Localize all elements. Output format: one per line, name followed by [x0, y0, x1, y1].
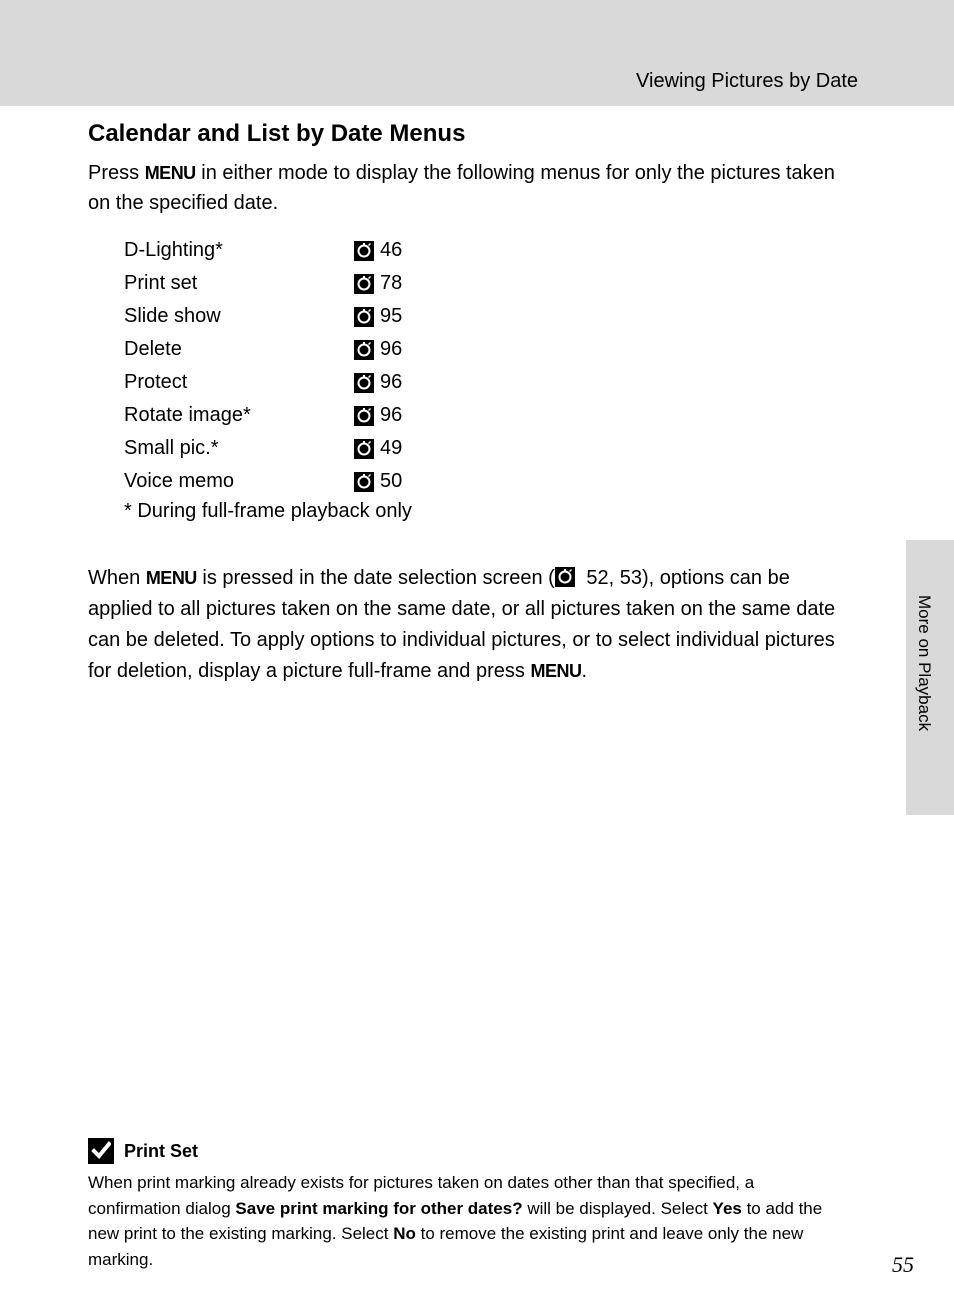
menu-item-page: 96 — [380, 333, 402, 366]
page-ref-icon — [354, 406, 374, 426]
menu-item-label: Small pic.* — [124, 432, 354, 465]
menu-row: Rotate image* 96 — [124, 399, 853, 432]
menu-item-label: Delete — [124, 333, 354, 366]
paragraph-2: When MENU is pressed in the date selecti… — [88, 563, 853, 687]
menu-word: MENU — [145, 163, 196, 183]
intro-pre: Press — [88, 162, 145, 184]
note-header: Print Set — [88, 1138, 848, 1164]
page-number: 55 — [892, 1252, 914, 1278]
menu-option-list: D-Lighting* 46 Print set 78 Slide show 9… — [124, 234, 853, 498]
menu-item-label: Print set — [124, 267, 354, 300]
menu-item-label: D-Lighting* — [124, 234, 354, 267]
page-ref-icon — [354, 439, 374, 459]
menu-row: Slide show 95 — [124, 300, 853, 333]
checkbox-icon — [88, 1138, 114, 1164]
note-body: When print marking already exists for pi… — [88, 1170, 848, 1272]
page-ref-icon — [354, 307, 374, 327]
menu-item-page: 96 — [380, 399, 402, 432]
p2-mid1: is pressed in the date selection screen … — [197, 567, 555, 589]
menu-item-label: Rotate image* — [124, 399, 354, 432]
manual-page: Viewing Pictures by Date More on Playbac… — [0, 0, 954, 1314]
menu-word: MENU — [146, 568, 197, 588]
menu-item-page: 96 — [380, 366, 402, 399]
menu-item-label: Voice memo — [124, 465, 354, 498]
page-ref-icon — [354, 340, 374, 360]
note-title: Print Set — [124, 1141, 198, 1162]
note-bold-2: Yes — [713, 1199, 742, 1218]
menu-row: Print set 78 — [124, 267, 853, 300]
page-ref-icon — [555, 567, 575, 587]
menu-item-page: 50 — [380, 465, 402, 498]
p2-pre: When — [88, 567, 146, 589]
menu-row: Protect 96 — [124, 366, 853, 399]
menu-item-page: 49 — [380, 432, 402, 465]
p2-refpages: 52, 53 — [586, 567, 642, 589]
menu-row: Delete 96 — [124, 333, 853, 366]
menu-row: D-Lighting* 46 — [124, 234, 853, 267]
p2-post: . — [581, 660, 587, 682]
menu-word: MENU — [530, 661, 581, 681]
page-ref-icon — [354, 274, 374, 294]
menu-item-page: 78 — [380, 267, 402, 300]
note-body-mid1: will be displayed. Select — [523, 1199, 713, 1218]
content-area: Calendar and List by Date Menus Press ME… — [88, 120, 853, 687]
menu-row: Small pic.* 49 — [124, 432, 853, 465]
menu-item-label: Slide show — [124, 300, 354, 333]
header-breadcrumb: Viewing Pictures by Date — [636, 70, 858, 93]
menu-item-page: 95 — [380, 300, 402, 333]
intro-paragraph: Press MENU in either mode to display the… — [88, 158, 853, 218]
menu-footnote: * During full-frame playback only — [124, 500, 853, 523]
intro-post: in either mode to display the following … — [88, 162, 835, 214]
menu-row: Voice memo 50 — [124, 465, 853, 498]
side-tab-label: More on Playback — [914, 595, 934, 731]
note-bold-1: Save print marking for other dates? — [235, 1199, 522, 1218]
note-bold-3: No — [393, 1224, 416, 1243]
page-ref-icon — [354, 472, 374, 492]
page-ref-icon — [354, 373, 374, 393]
note-box: Print Set When print marking already exi… — [88, 1138, 848, 1272]
menu-item-page: 46 — [380, 234, 402, 267]
menu-item-label: Protect — [124, 366, 354, 399]
page-ref-icon — [354, 241, 374, 261]
section-title: Calendar and List by Date Menus — [88, 120, 853, 148]
